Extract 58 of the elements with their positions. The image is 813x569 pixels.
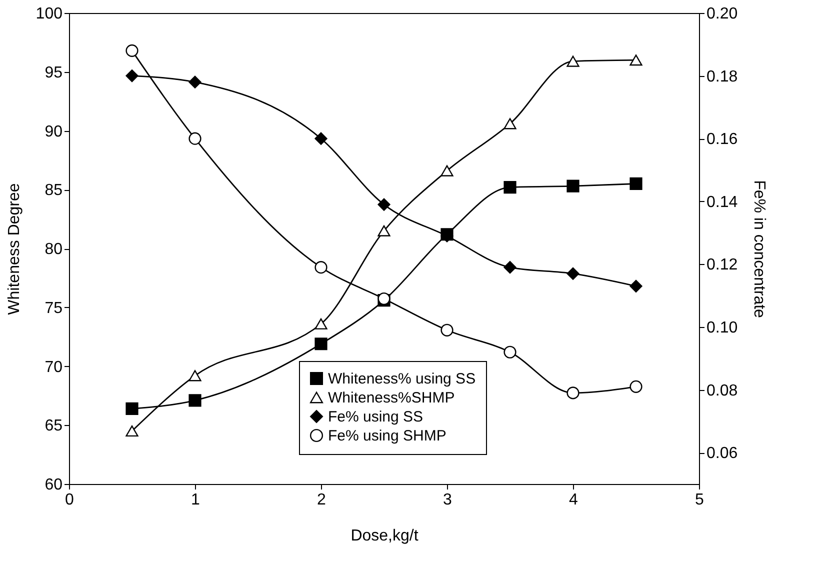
x-tick-label: 4 (569, 492, 578, 508)
y-tick-label: 85 (44, 182, 63, 200)
point (566, 180, 580, 192)
point (630, 380, 642, 393)
point (126, 70, 138, 82)
point (504, 346, 516, 358)
y-tick-label: 65 (44, 418, 63, 435)
y2-tick-label: 0.06 (706, 445, 738, 462)
point (504, 118, 516, 130)
point (188, 132, 202, 145)
y-tick-label: 100 (36, 6, 63, 22)
point (504, 180, 516, 194)
legend-label: Whiteness% using SS (328, 370, 476, 388)
point (630, 54, 642, 66)
point (504, 261, 516, 274)
point (188, 370, 202, 382)
x-tick-label: 0 (65, 492, 74, 508)
point (630, 280, 642, 292)
point (378, 198, 390, 211)
point (314, 132, 328, 145)
y2-tick-label: 0.16 (706, 131, 738, 148)
legend-label: Fe% using SHMP (328, 428, 446, 444)
point (314, 338, 328, 350)
y2-tick-label: 0.10 (706, 320, 738, 336)
y-tick-label: 90 (44, 123, 63, 140)
x-tick-label: 1 (191, 492, 200, 508)
point (188, 76, 202, 88)
y2-axis-title: Fe% in concentrate (750, 180, 768, 318)
point (126, 402, 138, 415)
y-tick-label: 70 (44, 358, 63, 376)
y-tick-label: 75 (44, 300, 63, 317)
point (440, 324, 454, 336)
point (188, 394, 202, 407)
x-tick-label: 3 (443, 492, 452, 508)
point (126, 425, 138, 437)
x-tick-label: 5 (695, 492, 704, 508)
point (378, 225, 390, 236)
y2-tick-label: 0.12 (706, 256, 738, 274)
point (440, 165, 454, 176)
legend-label: Fe% using SS (328, 408, 424, 426)
point (566, 56, 580, 67)
y2-tick-label: 0.20 (706, 6, 738, 22)
point (126, 44, 138, 57)
point (566, 267, 580, 280)
y-tick-label: 80 (44, 241, 63, 258)
point (566, 386, 580, 400)
legend-label: Whiteness%SHMP (328, 390, 455, 406)
y2-tick-label: 0.18 (706, 68, 738, 86)
y-tick-label: 95 (44, 64, 63, 82)
point (314, 261, 328, 274)
y2-tick-label: 0.08 (706, 382, 738, 400)
y2-tick-label: 0.14 (706, 194, 738, 211)
point (630, 177, 642, 190)
point (314, 318, 328, 330)
y-tick-label: 60 (44, 476, 63, 494)
x-tick-label: 2 (317, 492, 326, 508)
x-axis-title: Dose,kg/t (350, 528, 419, 544)
y-axis-title: Whiteness Degree (6, 183, 23, 315)
